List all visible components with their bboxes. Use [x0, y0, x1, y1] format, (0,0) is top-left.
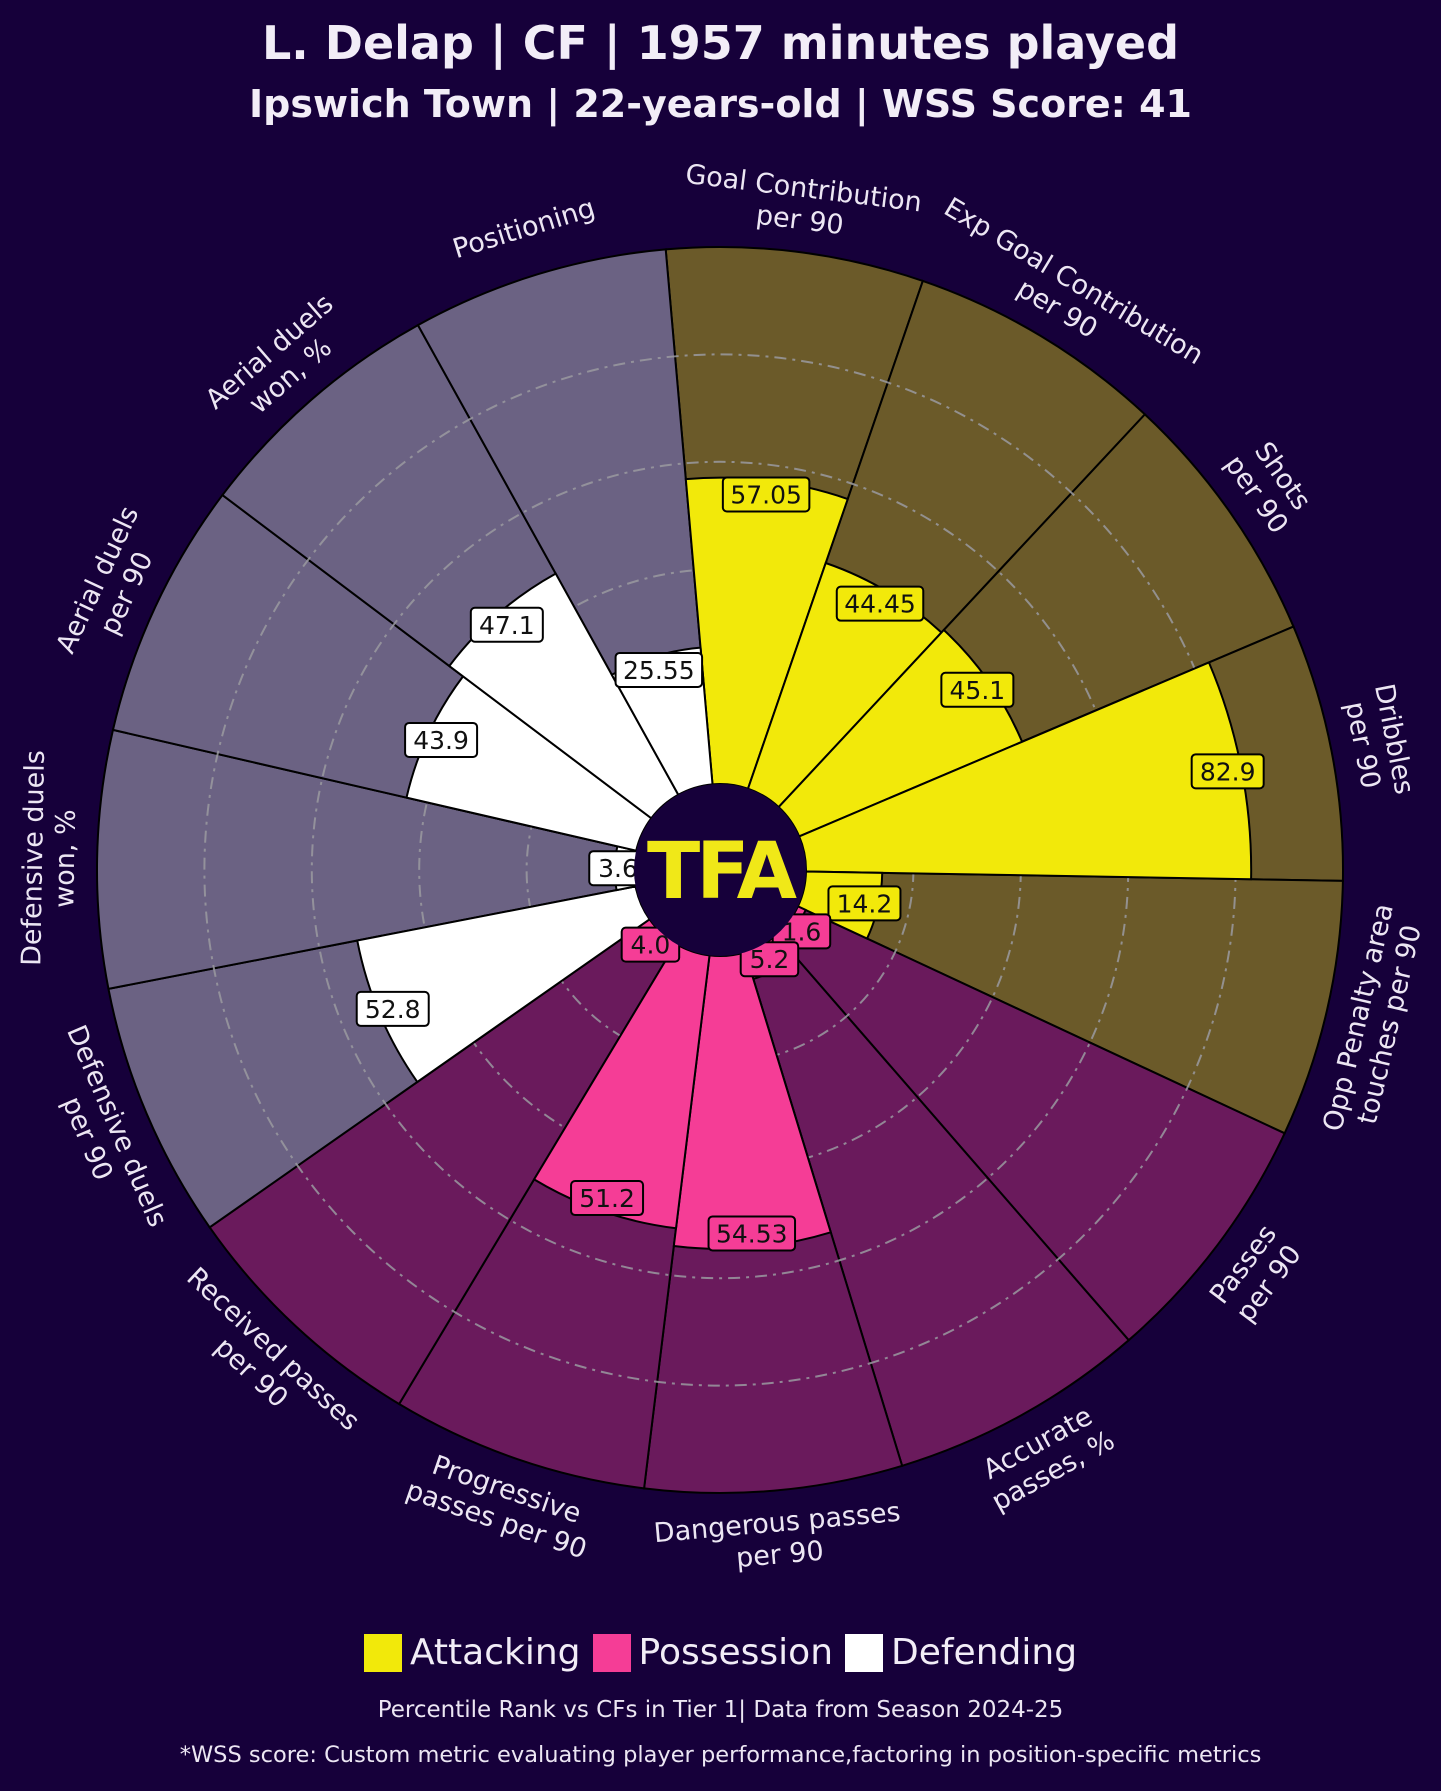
category-label-line: won, % — [49, 809, 82, 908]
value-label-box — [827, 885, 902, 922]
category-label-line: per 90 — [735, 1536, 825, 1575]
value-label-box — [355, 990, 430, 1027]
legend: Attacking Possession Defending — [0, 1632, 1441, 1673]
value-label: 44.45 — [844, 590, 916, 619]
value-label: 47.1 — [479, 611, 535, 640]
category-label-line: Positioning — [449, 193, 599, 266]
category-label: Positioning — [449, 193, 599, 266]
value-label-box — [721, 476, 811, 513]
value-label-box — [739, 941, 800, 978]
value-label-box — [614, 651, 704, 688]
legend-item-possession: Possession — [592, 1632, 834, 1673]
value-label-box — [940, 671, 1015, 708]
legend-swatch-defending — [845, 1633, 884, 1672]
footnote-data-source: Percentile Rank vs CFs in Tier 1| Data f… — [377, 1697, 1064, 1723]
value-label-box — [469, 606, 544, 643]
legend-label-possession: Possession — [638, 1632, 834, 1673]
value-label: 14.2 — [837, 889, 893, 918]
value-label: 43.9 — [413, 726, 469, 755]
legend-swatch-possession — [592, 1633, 631, 1672]
chart-subtitle: Ipswich Town | 22-years-old | WSS Score:… — [248, 82, 1192, 126]
legend-swatch-attacking — [363, 1633, 402, 1672]
legend-item-attacking: Attacking — [363, 1632, 581, 1673]
center-hub — [634, 784, 806, 956]
value-label: 52.8 — [365, 995, 421, 1024]
category-label-line: Defensive duels — [16, 750, 51, 966]
value-label: 3.6 — [598, 854, 638, 883]
value-label: 25.55 — [623, 656, 695, 685]
value-label: 4.0 — [631, 931, 671, 960]
legend-label-attacking: Attacking — [409, 1632, 581, 1673]
value-label-box — [570, 1180, 645, 1217]
value-label: 82.9 — [1200, 757, 1256, 786]
value-label-box — [835, 585, 925, 622]
legend-label-defending: Defending — [891, 1632, 1078, 1673]
value-label: 54.53 — [716, 1219, 788, 1248]
value-label-box — [707, 1215, 797, 1252]
chart-title: L. Delap | CF | 1957 minutes played — [261, 16, 1179, 70]
logo-text: TFA — [647, 827, 797, 917]
value-label: 45.1 — [950, 676, 1006, 705]
value-label: 51.2 — [579, 1184, 635, 1213]
value-label: 5.2 — [750, 945, 790, 974]
legend-item-defending: Defending — [845, 1632, 1077, 1673]
footnote-wss-definition: *WSS score: Custom metric evaluating pla… — [179, 1742, 1262, 1768]
value-label-box — [1190, 753, 1265, 790]
value-labels: 57.0544.4545.182.914.21.65.254.5351.24.0… — [355, 476, 1265, 1252]
value-label: 57.05 — [730, 480, 802, 509]
value-label-box — [404, 721, 479, 758]
